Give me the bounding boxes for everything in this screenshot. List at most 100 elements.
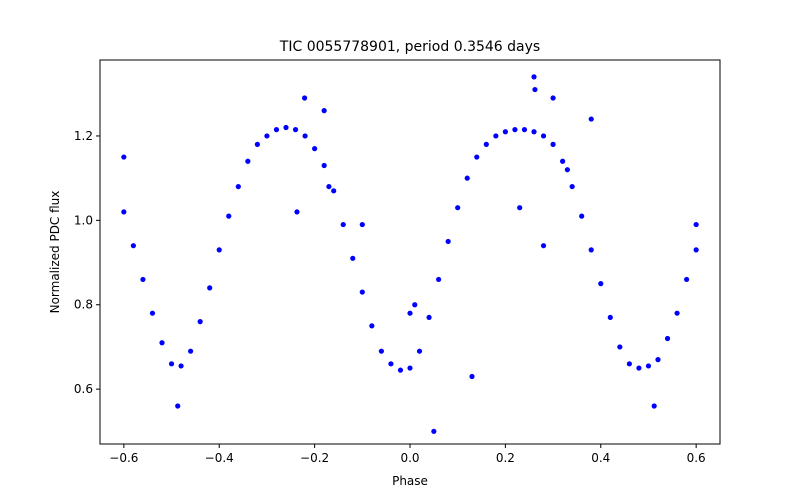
- data-point: [560, 158, 566, 164]
- data-point: [188, 348, 194, 354]
- outlier-point: [531, 74, 537, 80]
- data-point: [426, 314, 432, 321]
- data-point: [493, 133, 499, 139]
- data-point: [569, 183, 575, 190]
- data-point: [359, 289, 365, 295]
- data-point: [197, 319, 203, 325]
- data-point: [521, 127, 528, 133]
- data-point: [207, 285, 213, 291]
- data-point: [407, 365, 413, 371]
- y-axis-title: Normalized PDC flux: [48, 191, 62, 314]
- data-point: [674, 310, 680, 316]
- data-point: [636, 365, 642, 371]
- x-axis-title: Phase: [392, 474, 428, 488]
- outlier-point: [693, 221, 699, 228]
- data-point: [445, 238, 451, 245]
- outlier-point: [359, 221, 365, 228]
- outlier-point: [588, 116, 594, 122]
- y-tick-label: 0.6: [74, 382, 93, 396]
- x-axis: −0.6 −0.4 −0.2 0.0 0.2 0.4 0.6: [109, 444, 706, 465]
- data-point: [455, 205, 461, 211]
- data-point: [474, 154, 480, 160]
- data-point: [684, 276, 690, 283]
- x-tick-label: 0.4: [591, 451, 610, 465]
- outlier-point: [550, 95, 556, 101]
- data-point: [416, 348, 423, 354]
- data-point: [540, 133, 547, 139]
- y-tick-label: 1.2: [74, 129, 93, 143]
- data-point: [283, 124, 289, 131]
- x-tick-label: −0.4: [205, 451, 234, 465]
- data-point: [531, 129, 537, 135]
- outlier-point: [412, 302, 418, 308]
- data-point: [350, 255, 356, 261]
- data-point: [607, 314, 613, 321]
- data-point: [312, 146, 318, 152]
- data-point: [273, 127, 280, 133]
- data-point: [121, 209, 127, 215]
- data-point: [292, 127, 299, 133]
- outlier-point: [532, 86, 538, 93]
- data-point: [168, 361, 175, 367]
- outlier-point: [326, 183, 332, 190]
- data-point: [397, 367, 404, 373]
- outlier-point: [294, 209, 300, 215]
- data-point: [645, 363, 652, 369]
- data-point: [626, 361, 632, 367]
- data-point: [321, 162, 327, 169]
- x-tick-label: 0.6: [687, 451, 706, 465]
- data-point: [216, 247, 222, 253]
- data-point: [579, 213, 585, 219]
- outlier-point: [321, 108, 327, 114]
- data-point: [664, 335, 671, 342]
- outlier-point: [431, 428, 437, 434]
- data-point: [550, 141, 556, 147]
- outlier-point: [651, 403, 657, 409]
- data-point: [502, 129, 508, 135]
- data-point: [340, 221, 346, 228]
- data-point: [617, 344, 623, 350]
- outlier-point: [564, 167, 570, 173]
- outlier-point: [302, 95, 308, 101]
- outlier-point: [175, 403, 181, 409]
- data-point: [302, 133, 308, 139]
- outlier-point: [469, 373, 475, 380]
- data-point: [226, 213, 232, 219]
- outlier-point: [517, 205, 523, 211]
- x-tick-label: −0.6: [109, 451, 138, 465]
- y-tick-label: 1.0: [74, 213, 93, 227]
- data-point: [130, 243, 136, 249]
- x-tick-label: 0.2: [496, 451, 515, 465]
- data-point: [588, 247, 594, 253]
- data-point: [436, 276, 442, 283]
- data-point: [149, 310, 156, 316]
- x-tick-label: −0.2: [300, 451, 329, 465]
- x-tick-label: 0.0: [400, 451, 419, 465]
- data-point: [464, 175, 470, 181]
- data-point: [693, 247, 699, 253]
- data-point: [331, 188, 337, 194]
- data-point: [264, 133, 270, 139]
- data-point: [159, 340, 165, 346]
- data-point: [369, 323, 375, 329]
- data-point: [655, 357, 661, 363]
- data-points: [121, 74, 699, 434]
- data-point: [235, 183, 241, 190]
- outlier-point: [407, 310, 413, 316]
- data-point: [140, 276, 146, 283]
- data-point: [254, 141, 260, 147]
- data-point: [178, 363, 184, 369]
- data-point: [512, 127, 518, 133]
- chart-title: TIC 0055778901, period 0.3546 days: [279, 39, 540, 55]
- y-axis: 0.6 0.8 1.0 1.2: [74, 129, 100, 396]
- data-point: [245, 158, 251, 164]
- y-tick-label: 0.8: [74, 298, 93, 312]
- data-point: [598, 281, 604, 287]
- data-point: [388, 361, 394, 367]
- data-point: [483, 141, 489, 147]
- data-point: [378, 348, 384, 354]
- outlier-point: [540, 243, 547, 249]
